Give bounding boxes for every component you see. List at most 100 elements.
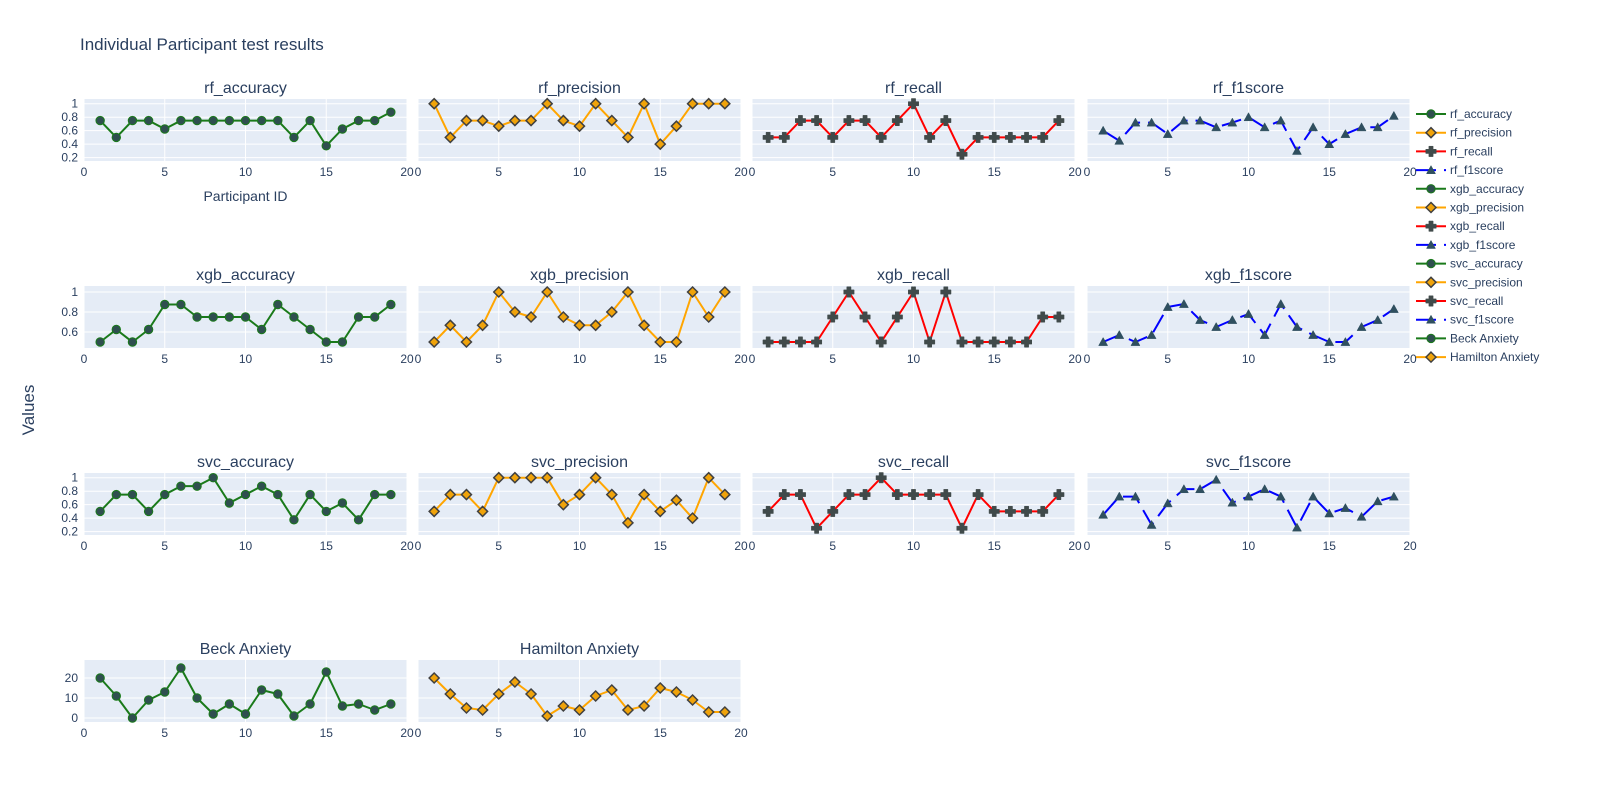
data-point — [508, 675, 521, 689]
data-point — [1037, 505, 1049, 517]
legend-label: rf_recall — [1450, 144, 1493, 158]
subplot-xgb_accuracy: 0 5 10 15 20 0.6 0.8 1 xgb_accuracy — [61, 267, 414, 366]
data-point — [492, 120, 505, 133]
data-point — [208, 473, 218, 483]
legend-item: svc_recall — [1416, 294, 1503, 308]
data-point — [827, 505, 839, 517]
legend-label: svc_f1score — [1450, 313, 1514, 327]
data-point — [305, 324, 315, 335]
legend-item: Beck Anxiety — [1416, 331, 1519, 345]
legend-item: svc_accuracy — [1416, 257, 1523, 271]
data-point — [386, 107, 396, 117]
legend-marker — [1426, 109, 1436, 119]
data-point — [1324, 508, 1335, 518]
subplot-title: xgb_accuracy — [196, 267, 295, 284]
data-point — [256, 481, 267, 491]
data-point — [476, 114, 489, 127]
data-point — [273, 299, 283, 310]
data-point — [1308, 329, 1319, 339]
x-tick-label: 15 — [1323, 165, 1337, 179]
x-tick-label: 15 — [654, 539, 668, 553]
data-point — [1053, 311, 1065, 323]
x-tick-label: 20 — [400, 165, 414, 179]
data-point — [605, 488, 618, 501]
legend-marker — [1424, 276, 1438, 289]
data-point — [718, 705, 731, 719]
data-point — [1340, 336, 1351, 346]
subplot-title: rf_precision — [538, 80, 621, 97]
legend-item: Hamilton Anxiety — [1416, 350, 1539, 364]
data-point — [386, 489, 396, 500]
subplot-title: rf_recall — [885, 80, 942, 97]
data-point — [1053, 115, 1065, 127]
y-tick-label: 0.6 — [61, 124, 78, 138]
x-tick-label: 20 — [1068, 539, 1082, 553]
data-point — [160, 124, 170, 134]
data-point — [508, 114, 521, 127]
subplot-title: xgb_precision — [530, 267, 629, 284]
data-point — [386, 299, 396, 310]
subplots: 0 5 10 15 200.20.40.60.81rf_accuracyParticip… — [61, 80, 1417, 740]
data-point — [305, 115, 315, 126]
data-point — [541, 471, 554, 484]
x-tick-label: 15 — [320, 165, 334, 179]
data-point — [305, 489, 315, 500]
legend-label: xgb_f1score — [1450, 238, 1516, 252]
x-tick-label: 10 — [239, 352, 253, 366]
data-point — [1372, 122, 1383, 132]
data-point — [353, 515, 364, 525]
data-point — [654, 138, 667, 151]
data-point — [621, 703, 635, 717]
data-point — [256, 115, 267, 126]
legend-marker — [1426, 239, 1436, 249]
legend-item: svc_precision — [1416, 275, 1523, 289]
data-point — [1340, 503, 1351, 512]
data-point — [240, 115, 251, 126]
y-tick-label: 1 — [71, 97, 78, 111]
data-point — [224, 115, 235, 126]
x-tick-label: 20 — [734, 726, 748, 740]
data-point — [859, 489, 871, 501]
data-point — [160, 489, 170, 500]
data-point — [95, 673, 105, 683]
data-point — [573, 120, 586, 133]
x-tick-label: 20 — [400, 726, 414, 740]
data-point — [988, 336, 1000, 348]
data-point — [621, 516, 635, 529]
data-point — [557, 699, 570, 713]
subplot-title: svc_recall — [878, 454, 949, 471]
data-point — [492, 285, 505, 299]
data-point — [476, 319, 489, 332]
data-point — [1114, 329, 1125, 339]
data-point — [160, 687, 170, 697]
x-tick-label: 10 — [239, 165, 253, 179]
data-point — [192, 481, 202, 491]
data-point — [508, 471, 521, 484]
data-point — [778, 336, 790, 348]
data-point — [557, 498, 570, 511]
x-tick-label: 10 — [239, 539, 253, 553]
data-point — [589, 471, 602, 484]
data-point — [875, 336, 887, 348]
x-tick-label: 5 — [161, 165, 168, 179]
data-point — [541, 97, 554, 110]
data-point — [176, 663, 186, 673]
data-point — [1243, 491, 1254, 501]
data-point — [1308, 491, 1319, 501]
data-point — [1211, 474, 1222, 484]
subplot-title: Beck Anxiety — [200, 641, 292, 658]
legend-label: Beck Anxiety — [1450, 331, 1519, 345]
x-tick-label: 5 — [1164, 352, 1171, 366]
x-tick-label: 5 — [161, 726, 168, 740]
x-axis-title: Participant ID — [203, 188, 287, 204]
data-point — [289, 312, 299, 322]
data-point — [1308, 122, 1319, 132]
x-tick-label: 0 — [415, 539, 422, 553]
data-point — [1146, 117, 1157, 127]
y-tick-label: 0.8 — [61, 305, 78, 319]
legend-item: xgb_recall — [1416, 219, 1505, 233]
data-point — [192, 115, 202, 126]
y-tick-label: 0.4 — [61, 137, 78, 151]
data-point — [1259, 329, 1270, 339]
data-point — [795, 489, 806, 501]
